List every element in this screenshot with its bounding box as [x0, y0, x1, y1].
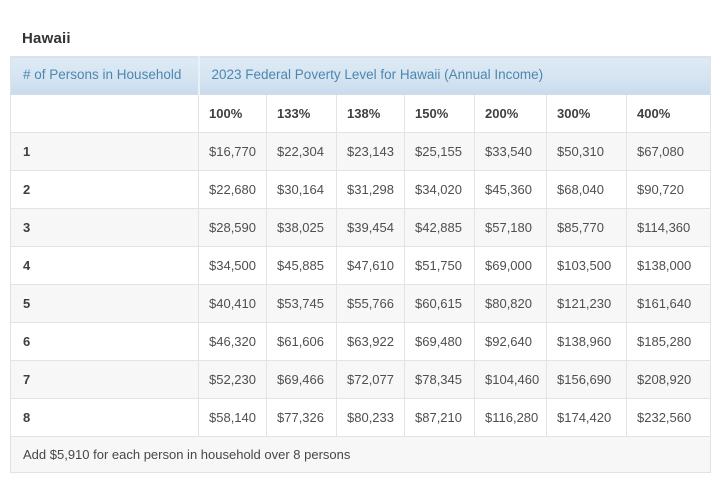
cell-value: $22,304 [266, 132, 337, 171]
cell-value: $33,540 [474, 132, 547, 171]
cell-value: $77,326 [266, 398, 337, 437]
cell-value: $31,298 [336, 170, 405, 209]
cell-value: $161,640 [626, 284, 711, 323]
cell-value: $80,233 [336, 398, 405, 437]
cell-value: $72,077 [336, 360, 405, 399]
cell-value: $103,500 [546, 246, 627, 285]
cell-value: $52,230 [198, 360, 267, 399]
cell-value: $69,000 [474, 246, 547, 285]
cell-value: $156,690 [546, 360, 627, 399]
cell-value: $58,140 [198, 398, 267, 437]
table-row: 3 $28,590 $38,025 $39,454 $42,885 $57,18… [10, 208, 711, 247]
cell-value: $60,615 [404, 284, 475, 323]
cell-value: $53,745 [266, 284, 337, 323]
percent-header-300: 300% [546, 94, 627, 133]
cell-value: $78,345 [404, 360, 475, 399]
cell-value: $40,410 [198, 284, 267, 323]
row-label: 6 [10, 322, 199, 361]
cell-value: $61,606 [266, 322, 337, 361]
cell-value: $45,360 [474, 170, 547, 209]
row-label: 5 [10, 284, 199, 323]
cell-value: $104,460 [474, 360, 547, 399]
table-row: 6 $46,320 $61,606 $63,922 $69,480 $92,64… [10, 322, 711, 361]
percent-header-138: 138% [336, 94, 405, 133]
table-row: 1 $16,770 $22,304 $23,143 $25,155 $33,54… [10, 132, 711, 171]
cell-value: $87,210 [404, 398, 475, 437]
table-footer-row: Add $5,910 for each person in household … [10, 436, 711, 473]
percent-header-row: 100% 133% 138% 150% 200% 300% 400% [10, 94, 711, 133]
row-label: 3 [10, 208, 199, 247]
percent-header-133: 133% [266, 94, 337, 133]
cell-value: $90,720 [626, 170, 711, 209]
percent-header-200: 200% [474, 94, 547, 133]
cell-value: $34,020 [404, 170, 475, 209]
cell-value: $50,310 [546, 132, 627, 171]
cell-value: $232,560 [626, 398, 711, 437]
cell-value: $92,640 [474, 322, 547, 361]
poverty-level-table: # of Persons in Household 2023 Federal P… [10, 56, 712, 473]
cell-value: $51,750 [404, 246, 475, 285]
table-header-row: # of Persons in Household 2023 Federal P… [10, 56, 711, 95]
cell-value: $67,080 [626, 132, 711, 171]
row-label: 4 [10, 246, 199, 285]
cell-value: $34,500 [198, 246, 267, 285]
percent-header-100: 100% [198, 94, 267, 133]
cell-value: $23,143 [336, 132, 405, 171]
cell-value: $25,155 [404, 132, 475, 171]
table-row: 4 $34,500 $45,885 $47,610 $51,750 $69,00… [10, 246, 711, 285]
cell-value: $45,885 [266, 246, 337, 285]
cell-value: $28,590 [198, 208, 267, 247]
percent-header-400: 400% [626, 94, 711, 133]
page-title: Hawaii [22, 30, 71, 47]
cell-value: $47,610 [336, 246, 405, 285]
cell-value: $22,680 [198, 170, 267, 209]
cell-value: $38,025 [266, 208, 337, 247]
table-footnote: Add $5,910 for each person in household … [10, 436, 711, 473]
cell-value: $208,920 [626, 360, 711, 399]
table-row: 2 $22,680 $30,164 $31,298 $34,020 $45,36… [10, 170, 711, 209]
cell-value: $80,820 [474, 284, 547, 323]
cell-value: $185,280 [626, 322, 711, 361]
row-label: 1 [10, 132, 199, 171]
cell-value: $46,320 [198, 322, 267, 361]
cell-value: $85,770 [546, 208, 627, 247]
header-table-title: 2023 Federal Poverty Level for Hawaii (A… [198, 56, 711, 95]
header-persons-in-household: # of Persons in Household [10, 56, 200, 95]
table-row: 8 $58,140 $77,326 $80,233 $87,210 $116,2… [10, 398, 711, 437]
cell-value: $114,360 [626, 208, 711, 247]
percent-header-empty [10, 94, 199, 133]
cell-value: $57,180 [474, 208, 547, 247]
cell-value: $55,766 [336, 284, 405, 323]
table-row: 5 $40,410 $53,745 $55,766 $60,615 $80,82… [10, 284, 711, 323]
cell-value: $69,466 [266, 360, 337, 399]
cell-value: $116,280 [474, 398, 547, 437]
table-row: 7 $52,230 $69,466 $72,077 $78,345 $104,4… [10, 360, 711, 399]
cell-value: $68,040 [546, 170, 627, 209]
cell-value: $69,480 [404, 322, 475, 361]
cell-value: $138,960 [546, 322, 627, 361]
cell-value: $121,230 [546, 284, 627, 323]
percent-header-150: 150% [404, 94, 475, 133]
cell-value: $42,885 [404, 208, 475, 247]
cell-value: $138,000 [626, 246, 711, 285]
row-label: 7 [10, 360, 199, 399]
cell-value: $30,164 [266, 170, 337, 209]
cell-value: $63,922 [336, 322, 405, 361]
row-label: 8 [10, 398, 199, 437]
cell-value: $39,454 [336, 208, 405, 247]
cell-value: $174,420 [546, 398, 627, 437]
row-label: 2 [10, 170, 199, 209]
cell-value: $16,770 [198, 132, 267, 171]
